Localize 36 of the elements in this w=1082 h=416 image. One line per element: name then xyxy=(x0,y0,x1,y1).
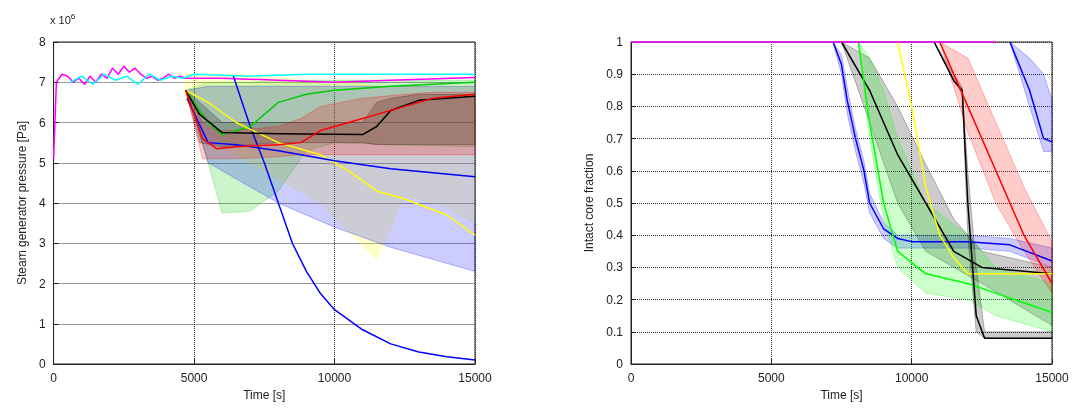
y-tick-label: 8 xyxy=(38,35,46,49)
y-tick-label: 0.3 xyxy=(606,260,624,275)
x-tick-label: 0 xyxy=(50,371,58,385)
y-axis-title: Steam generator pressure [Pa] xyxy=(15,120,29,286)
y-tick-label: 7 xyxy=(38,75,46,90)
y-tick-label: 3 xyxy=(38,236,46,251)
y-tick-label: 1 xyxy=(616,35,624,49)
y-tick-label: 4 xyxy=(38,196,46,210)
y-tick-label: 0.1 xyxy=(606,324,624,339)
x-tick-label: 5000 xyxy=(757,371,785,385)
y-tick-label: 0.4 xyxy=(606,228,624,243)
y-tick-label: 0.5 xyxy=(606,196,624,210)
x-tick-label: 0 xyxy=(627,371,635,385)
y-tick-label: 2 xyxy=(38,276,46,291)
x-tick-label: 5000 xyxy=(180,371,208,385)
y-tick-label: 0.9 xyxy=(606,67,624,82)
y-tick-label: 0 xyxy=(616,357,624,371)
x-axis-title: Time [s] xyxy=(820,387,863,402)
line-series xyxy=(184,89,476,236)
y-axis-title: Intact core fraction xyxy=(582,153,596,253)
x-tick-label: 15000 xyxy=(458,371,493,385)
x-tick-label: 10000 xyxy=(894,371,929,385)
y-tick-label: 6 xyxy=(38,115,46,130)
y-tick-label: 1 xyxy=(38,316,46,331)
x-tick-label: 10000 xyxy=(317,371,352,385)
y-tick-label: 0 xyxy=(38,357,46,371)
line-series xyxy=(69,73,476,86)
y-tick-label: 0.6 xyxy=(606,163,624,178)
line-series xyxy=(52,65,476,160)
y-tick-label: 5 xyxy=(38,155,46,170)
line-series xyxy=(896,41,1053,275)
y-tick-label: 0.2 xyxy=(606,292,624,307)
y-tick-label: 0.7 xyxy=(606,131,624,146)
y-tick-label: 0.8 xyxy=(606,99,624,114)
x-axis-title: Time [s] xyxy=(243,387,286,402)
x-tick-label: 15000 xyxy=(1035,371,1070,385)
